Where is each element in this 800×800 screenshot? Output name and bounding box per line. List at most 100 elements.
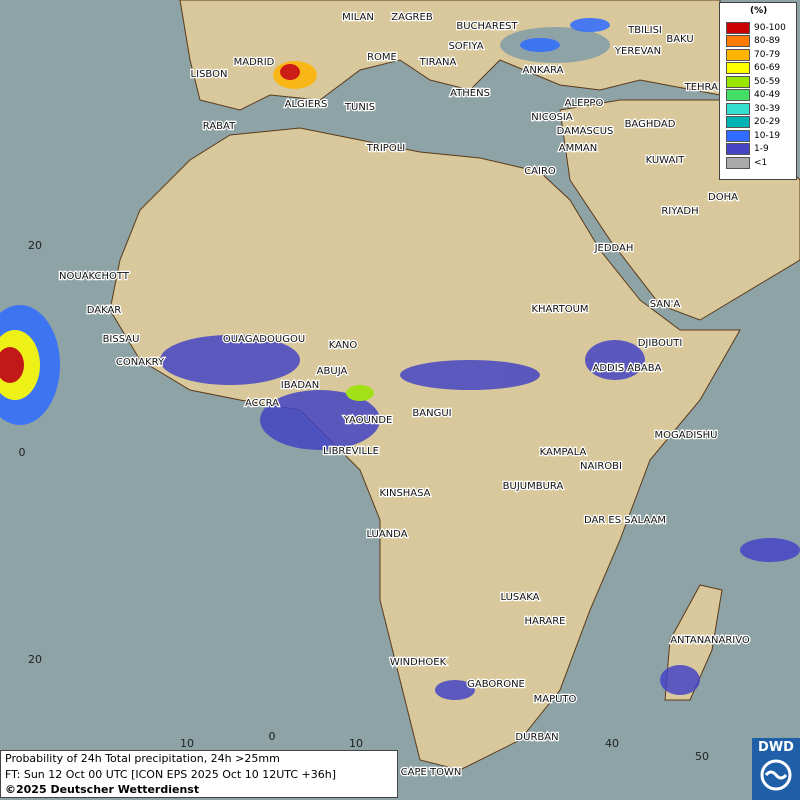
city-label: GABORONE — [467, 679, 525, 690]
legend-item: 1-9 — [726, 143, 769, 156]
city-label: TRIPOLI — [366, 143, 405, 154]
legend-label: 1-9 — [754, 144, 769, 154]
city-label: KUWAIT — [646, 155, 686, 166]
city-label: YEREVAN — [614, 46, 661, 57]
city-label: ANTANANARIVO — [670, 635, 750, 646]
city-label: TEHRAN — [684, 82, 726, 93]
city-label: ZAGREB — [391, 12, 433, 23]
legend-swatch — [726, 143, 750, 155]
city-label: RABAT — [203, 121, 236, 132]
city-label: DAR ES SALAAM — [584, 515, 666, 526]
legend-label: 60-69 — [754, 63, 781, 73]
city-label: TUNIS — [344, 102, 375, 113]
legend-label: 70-79 — [754, 49, 781, 60]
city-label: LUSAKA — [501, 592, 540, 603]
city-label: DAKAR — [87, 305, 122, 316]
logo: DWD — [752, 738, 800, 800]
city-label: BUCHAREST — [456, 21, 518, 32]
city-label: MOGADISHU — [655, 430, 718, 441]
city-label: CONAKRY — [116, 357, 165, 368]
city-label: KINSHASA — [379, 488, 430, 499]
legend-swatch — [726, 156, 750, 169]
legend-swatch — [726, 21, 750, 34]
labels: MILAN ZAGREB BUCHAREST TBILISI BAKU YEREVAN MA… — [19, 11, 752, 780]
legend-swatch — [726, 102, 750, 115]
lon-label: 40 — [605, 737, 619, 750]
legend-swatch — [726, 35, 750, 47]
city-label: ROME — [367, 52, 397, 63]
logo-text: DWD — [758, 740, 794, 755]
city-label: YAOUNDE — [343, 415, 393, 426]
city-label: AMMAN — [559, 143, 597, 154]
legend-label: 40-49 — [754, 90, 781, 100]
city-label: NICOSIA — [531, 112, 573, 123]
legend-item: <1 — [726, 156, 767, 169]
legend-item: 60-69 — [726, 62, 780, 75]
legend-label: <1 — [754, 157, 768, 168]
lat-label: 0 — [19, 446, 26, 459]
legend-item: 50-59 — [726, 75, 780, 88]
legend-item: 10-19 — [726, 129, 780, 142]
legend-swatch — [726, 75, 750, 88]
legend-swatch — [726, 89, 750, 101]
city-label: CAIRO — [524, 166, 556, 177]
legend-label: 50-59 — [754, 76, 781, 87]
legend-label: 10-19 — [754, 130, 781, 141]
city-label: BAGHDAD — [625, 119, 676, 130]
city-label: NOUAKCHOTT — [59, 271, 130, 282]
city-label: BUJUMBURA — [503, 481, 564, 492]
city-label: IBADAN — [281, 380, 320, 391]
city-label: ADDIS ABABA — [593, 363, 662, 374]
city-label: SOFIYA — [448, 41, 483, 52]
city-label: DURBAN — [515, 732, 558, 743]
city-label: KANO — [329, 340, 358, 351]
city-label: MILAN — [342, 12, 374, 23]
city-label: TBILISI — [627, 25, 662, 36]
city-label: NAIROBI — [580, 461, 622, 472]
city-label: LIBREVILLE — [323, 446, 379, 457]
legend-label: 20-29 — [754, 117, 781, 127]
precipitation — [0, 18, 800, 700]
footer-line: Probability of 24h Total precipitation, … — [5, 752, 280, 765]
city-label: LUANDA — [366, 529, 407, 540]
legend-swatch — [726, 116, 750, 128]
legend-label: 30-39 — [754, 103, 781, 114]
legend: (%) 90-100 80-89 70-79 60-69 50-59 40-49 30-39… — [719, 2, 797, 180]
city-label: KAMPALA — [540, 447, 587, 458]
city-label: BANGUI — [412, 408, 451, 419]
lon-label: 10 — [180, 737, 194, 750]
legend-item: 20-29 — [726, 116, 780, 129]
city-label: LISBON — [191, 69, 228, 80]
city-label: ANKARA — [523, 65, 564, 76]
legend-item: 30-39 — [726, 102, 780, 115]
city-label: MADRID — [234, 57, 275, 68]
legend-swatch — [726, 48, 750, 61]
city-label: DOHA — [708, 192, 738, 203]
legend-swatch — [726, 129, 750, 142]
logo-icon — [760, 759, 792, 791]
city-label: TIRANA — [419, 57, 457, 68]
city-label: BAKU — [666, 34, 693, 45]
legend-item: 70-79 — [726, 48, 780, 61]
legend-label: 80-89 — [754, 36, 781, 46]
lon-label: 10 — [349, 737, 363, 750]
city-label: ACCRA — [245, 398, 279, 409]
city-label: HARARE — [524, 616, 565, 627]
legend-label: 90-100 — [754, 22, 786, 33]
lat-label: 20 — [28, 653, 42, 666]
footer-line: FT: Sun 12 Oct 00 UTC [ICON EPS 2025 Oct… — [5, 767, 337, 781]
city-label: RIYADH — [661, 206, 698, 217]
city-label: BISSAU — [103, 334, 140, 345]
city-label: MAPUTO — [534, 694, 577, 705]
city-label: KHARTOUM — [531, 304, 588, 315]
lat-label: 20 — [28, 239, 42, 252]
city-label: ALGIERS — [285, 99, 328, 110]
city-label: ATHENS — [450, 88, 490, 99]
footer-line: ©2025 Deutscher Wetterdienst — [5, 783, 200, 796]
legend-item: 90-100 — [726, 21, 786, 34]
legend-swatch — [726, 62, 750, 74]
footer: Probability of 24h Total precipitation, … — [0, 750, 398, 798]
legend-item: 40-49 — [726, 89, 780, 102]
